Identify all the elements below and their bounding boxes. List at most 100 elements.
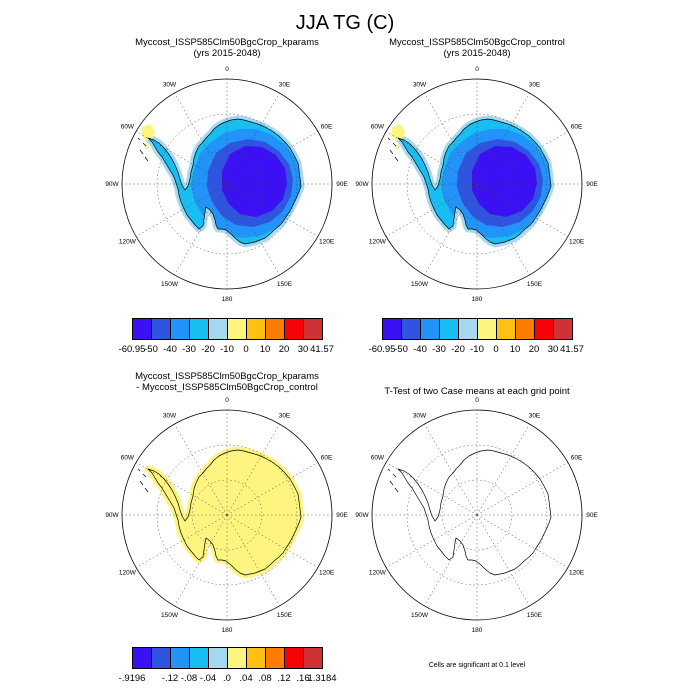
meridian-label: 120W [369, 239, 387, 246]
colorbar-cell [151, 318, 171, 340]
colorbar-tick-label: -50 [394, 344, 408, 355]
island-coastline [387, 137, 391, 141]
meridian-label: 120E [319, 570, 335, 577]
colorbar-cell [189, 318, 209, 340]
colorbar-tick-label: 20 [528, 344, 540, 355]
meridian-label: 0 [475, 397, 479, 404]
colorbar-tick-labels: -.9196 -.12 -.08 -.04 .0 .04 .08 .12 .16 1.3184 [119, 669, 337, 684]
island-coastline [389, 149, 394, 155]
meridian-label: 60W [371, 124, 385, 131]
island-coastline [394, 156, 399, 162]
island-coastline [389, 480, 394, 486]
colorbar-cell [401, 318, 421, 340]
colorbar-cell [246, 318, 266, 340]
fill-base [148, 450, 301, 575]
colorbar-cell [132, 318, 152, 340]
temperature-bands [441, 129, 551, 238]
graticule [122, 79, 332, 289]
meridian-label: 0 [225, 66, 229, 73]
colorbar-cell [496, 318, 516, 340]
colorbar-tick-label: .0 [223, 673, 231, 684]
colorbar-cell [439, 318, 459, 340]
panel-title-line: (yrs 2015-2048) [443, 47, 511, 59]
colorbar-cell [265, 647, 285, 669]
colorbar-cell [265, 318, 285, 340]
panel-title-line: Myccost_ISSP585Clm50BgcCrop_kparams [135, 371, 319, 382]
colorbar-cell [458, 318, 478, 340]
island-coastline [137, 137, 141, 141]
colorbar-tick-label: .16 [296, 673, 310, 684]
colorbar-tick-label: 0 [493, 344, 499, 355]
meridian-label: 150E [527, 281, 543, 288]
meridian-label: 150W [161, 612, 179, 619]
coastline [147, 449, 302, 576]
colorbar-tick-labels: -60.95 -50 -40 -30 -20 -10 0 10 20 30 41.57 [369, 340, 584, 355]
graticule-labels: 0 30E 60E 90E 120E 150E 180 150W 120W 90W 60W 30W [355, 66, 598, 303]
island-coastline [392, 473, 397, 478]
meridian-label: 120W [369, 570, 387, 577]
panel-title-control: Myccost_ISSP585Clm50BgcCrop_control (yrs… [327, 37, 627, 59]
colorbar-cell [227, 647, 247, 669]
meridian-label: 90W [355, 512, 369, 519]
meridian-label: 0 [225, 397, 229, 404]
colorbar-tick-label: 20 [278, 344, 290, 355]
coastline [397, 118, 552, 245]
colorbar-tick-label: .12 [277, 673, 291, 684]
colorbar-tick-label: -60.95 [118, 344, 146, 355]
temperature-bands [191, 129, 301, 238]
meridian-label: 120E [569, 570, 585, 577]
map-boundary-circle [371, 409, 583, 621]
meridian-label: 90E [586, 512, 598, 519]
map-boundary-circle [121, 78, 333, 290]
colorbar-tick-label: 1.3184 [307, 673, 337, 684]
meridian-label: 150E [277, 612, 293, 619]
meridian-label: 30W [413, 82, 427, 89]
meridian-label: 30E [279, 413, 291, 420]
colorbar-difference: -.9196 -.12 -.08 -.04 .0 .04 .08 .12 .16 1.3184 [119, 647, 337, 691]
island-coastline [392, 142, 397, 147]
colorbar-cell [420, 318, 440, 340]
colorbar-tick-label: 0 [243, 344, 249, 355]
colorbar-tick-label: 41.57 [310, 344, 334, 355]
meridian-label: 120W [119, 239, 137, 246]
colorbar-kparams: -60.95 -50 -40 -30 -20 -10 0 10 20 30 41.57 [119, 318, 334, 362]
colorbar-tick-label: 10 [509, 344, 521, 355]
coastline [147, 118, 302, 245]
colorbar-tick-label: 30 [297, 344, 309, 355]
island-coastline [142, 473, 147, 478]
colorbar-cell [382, 318, 402, 340]
colorbar-tick-label: -10 [470, 344, 484, 355]
meridian-label: 90W [105, 181, 119, 188]
graticule-labels: 0 30E 60E 90E 120E 150E 180 150W 120W 90W 60W 30W [355, 397, 598, 634]
colorbar-tick-label: 41.57 [560, 344, 584, 355]
panel-title-line: (yrs 2015-2048) [193, 47, 261, 59]
colorbar-cell [208, 318, 228, 340]
island-coastline [144, 156, 149, 162]
colorbar-tick-label: 30 [547, 344, 559, 355]
colorbar-tick-label: -30 [182, 344, 196, 355]
meridian-label: 60E [321, 124, 333, 131]
meridian-label: 150E [527, 612, 543, 619]
meridian-label: 90E [336, 181, 348, 188]
graticule-labels: 0 30E 60E 90E 120E 150E 180 150W 120W 90W 60W 30W [105, 66, 348, 303]
meridian-label: 30E [529, 82, 541, 89]
colorbar-cell [189, 647, 209, 669]
colorbar-cell [284, 647, 304, 669]
peninsula-warm-patch [391, 124, 405, 141]
colorbar-control: -60.95 -50 -40 -30 -20 -10 0 10 20 30 41.57 [369, 318, 584, 362]
colorbar-tick-label: -60.95 [368, 344, 396, 355]
map-kparams: 0 30E 60E 90E 120E 150E 180 150W 120W 90W 60W 30W [105, 66, 348, 303]
colorbar-tick-label: 10 [259, 344, 271, 355]
map-boundary-circle [121, 409, 333, 621]
meridian-label: 30W [163, 413, 177, 420]
meridian-label: 90W [105, 512, 119, 519]
colorbar-cells [382, 318, 573, 340]
island-coastline [139, 149, 144, 155]
coastline [397, 449, 552, 576]
colorbar-tick-labels: -60.95 -50 -40 -30 -20 -10 0 10 20 30 41.57 [119, 340, 334, 355]
panel-title-line: - Myccost_ISSP585Clm50BgcCrop_control [136, 381, 318, 393]
map-control: 0 30E 60E 90E 120E 150E 180 150W 120W 90W 60W 30W [355, 66, 598, 303]
colorbar-tick-label: -50 [144, 344, 158, 355]
island-coastline [142, 142, 147, 147]
colorbar-tick-label: -.12 [161, 673, 179, 684]
